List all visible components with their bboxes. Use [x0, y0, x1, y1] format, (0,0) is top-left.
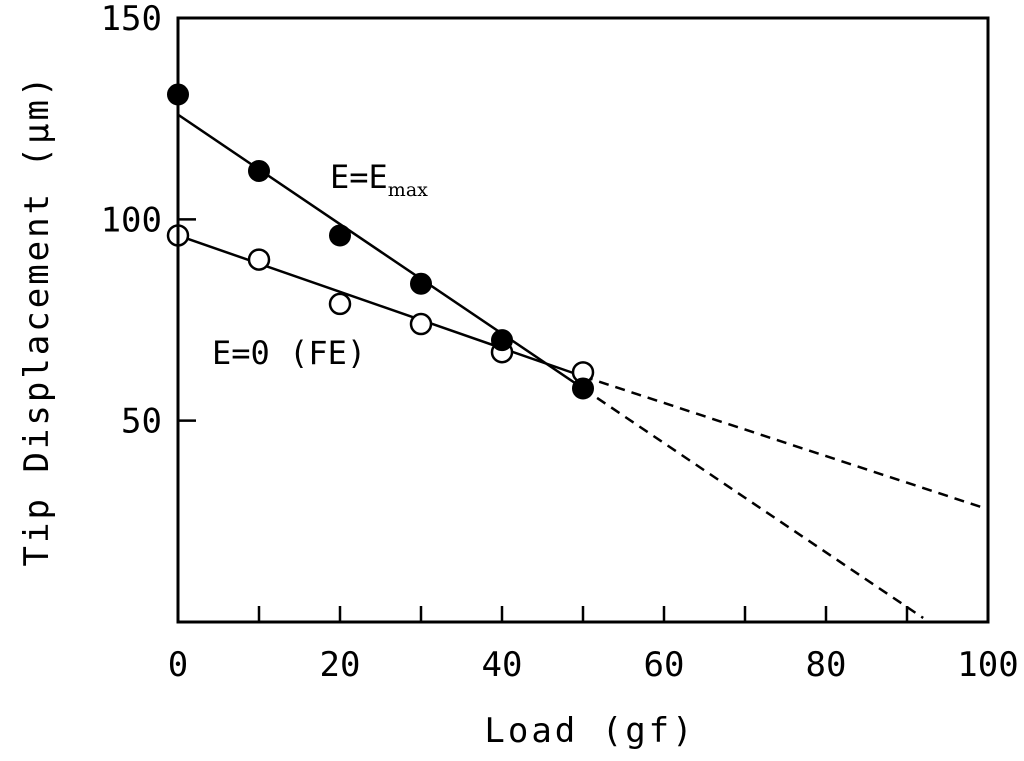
filled-point — [572, 377, 594, 400]
fit-line-series-2 — [177, 234, 584, 378]
axis-ticks — [176, 16, 990, 622]
open-point — [247, 248, 271, 271]
y-tick-label: 50 — [121, 402, 162, 442]
x-tick-label: 100 — [957, 645, 1018, 685]
emax-annotation: E=Emax — [330, 158, 428, 201]
e0-annotation: E=0 (FE) — [212, 334, 366, 372]
filled-point — [329, 224, 351, 247]
x-tick-label: 80 — [806, 645, 847, 685]
open-point — [409, 312, 433, 336]
x-tick-label: 60 — [644, 645, 685, 685]
filled-point — [491, 329, 513, 352]
extrapolation-line-series-1 — [582, 387, 924, 620]
fit-lines — [177, 113, 989, 620]
y-tick-labels: 50 100 150 — [101, 0, 162, 442]
x-axis-label: Load (gf) — [484, 711, 695, 751]
x-tick-labels: 0 20 40 60 80 100 — [168, 645, 1019, 685]
emax-annotation-main: E=E — [330, 158, 388, 196]
open-point — [328, 292, 352, 316]
filled-point — [248, 160, 270, 183]
y-tick-label: 100 — [101, 200, 162, 240]
fit-line-series-1 — [177, 113, 584, 390]
filled-point — [410, 272, 432, 295]
data-points — [166, 83, 595, 400]
y-axis-label: Tip Displacement (μm) — [17, 74, 57, 567]
x-tick-label: 40 — [482, 645, 523, 685]
plot-frame — [176, 16, 990, 624]
y-tick-label: 150 — [101, 0, 162, 39]
x-tick-label: 20 — [320, 645, 361, 685]
emax-annotation-sub: max — [388, 179, 428, 201]
extrapolation-line-series-2 — [582, 375, 989, 511]
x-tick-label: 0 — [168, 645, 188, 685]
